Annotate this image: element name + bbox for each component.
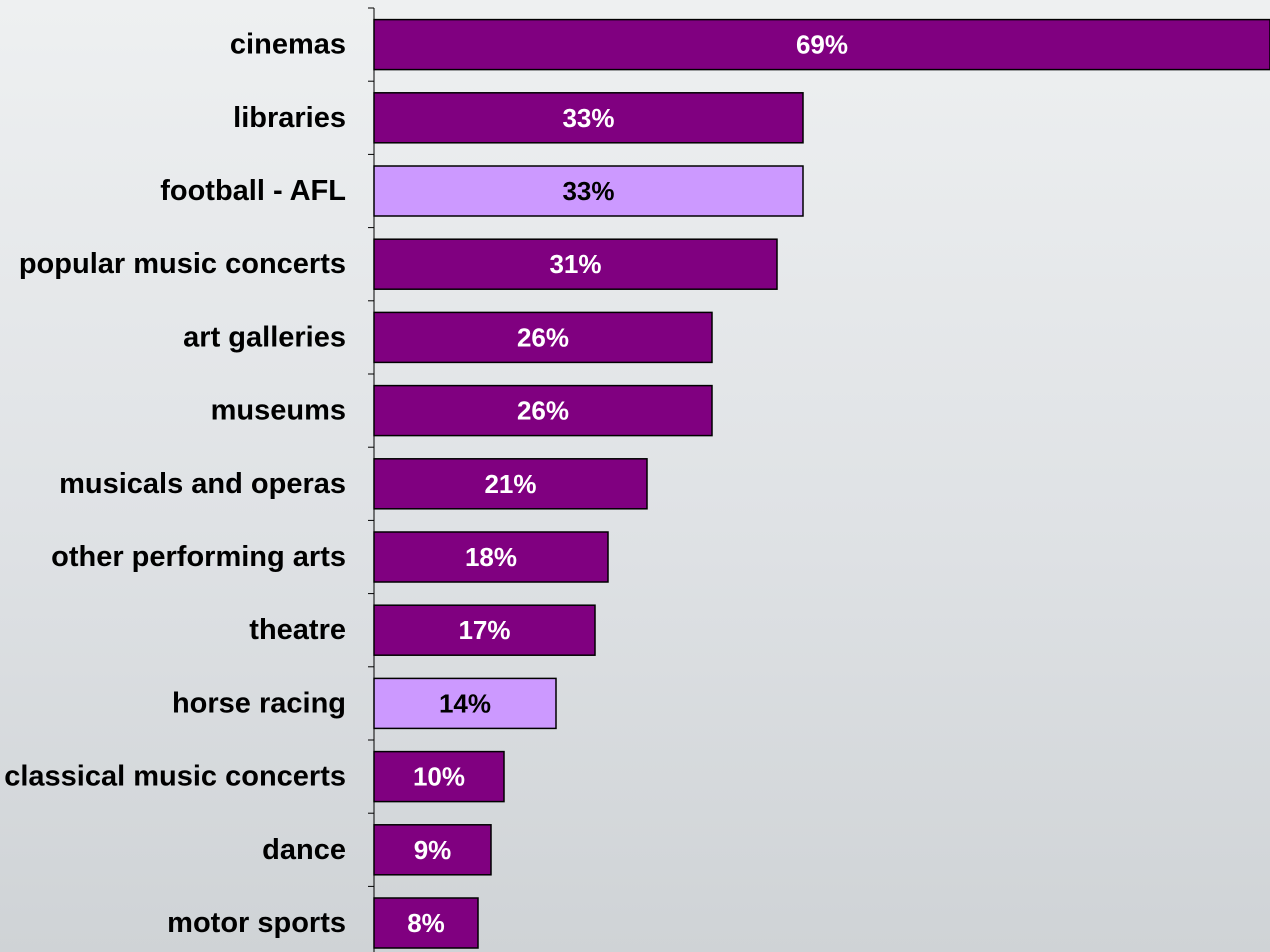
bar-other-performing-arts [373,531,609,583]
category-label: popular music concerts [19,248,346,280]
category-label: football - AFL [160,175,346,207]
category-label: theatre [249,614,346,646]
category-label: motor sports [167,907,346,939]
value-label: 17% [458,615,510,645]
bar-football-afl [373,165,804,217]
value-label: 33% [562,176,614,206]
category-axis [368,7,375,952]
category-label: classical music concerts [4,761,346,793]
value-label: 10% [413,762,465,792]
value-label: 31% [549,249,601,279]
value-label: 33% [562,103,614,133]
labels-group: cinemas 69% libraries 33% football - AFL 33% p… [4,29,848,939]
bar-motor-sports [373,897,479,949]
category-label: museums [211,395,346,427]
category-label: horse racing [172,687,346,719]
value-label: 9% [414,835,452,865]
value-label: 14% [439,688,491,718]
bars-group [373,18,1270,949]
category-label: cinemas [230,29,346,61]
category-label: libraries [233,102,346,134]
value-label: 26% [517,396,569,426]
value-label: 18% [465,542,517,572]
bar-classical-music-concerts [373,750,505,803]
value-label: 8% [407,908,445,938]
category-label: other performing arts [51,541,346,573]
bar-cinemas [373,18,1270,71]
category-label: musicals and operas [59,468,346,500]
bar-popular-music-concerts [373,238,778,290]
value-label: 26% [517,322,569,352]
category-label: dance [262,834,346,866]
value-label: 69% [796,30,848,60]
bar-libraries [373,92,804,144]
category-label: art galleries [183,321,346,353]
bar-horse-racing [373,677,557,730]
bar-theatre [373,604,596,656]
value-label: 21% [484,469,536,499]
